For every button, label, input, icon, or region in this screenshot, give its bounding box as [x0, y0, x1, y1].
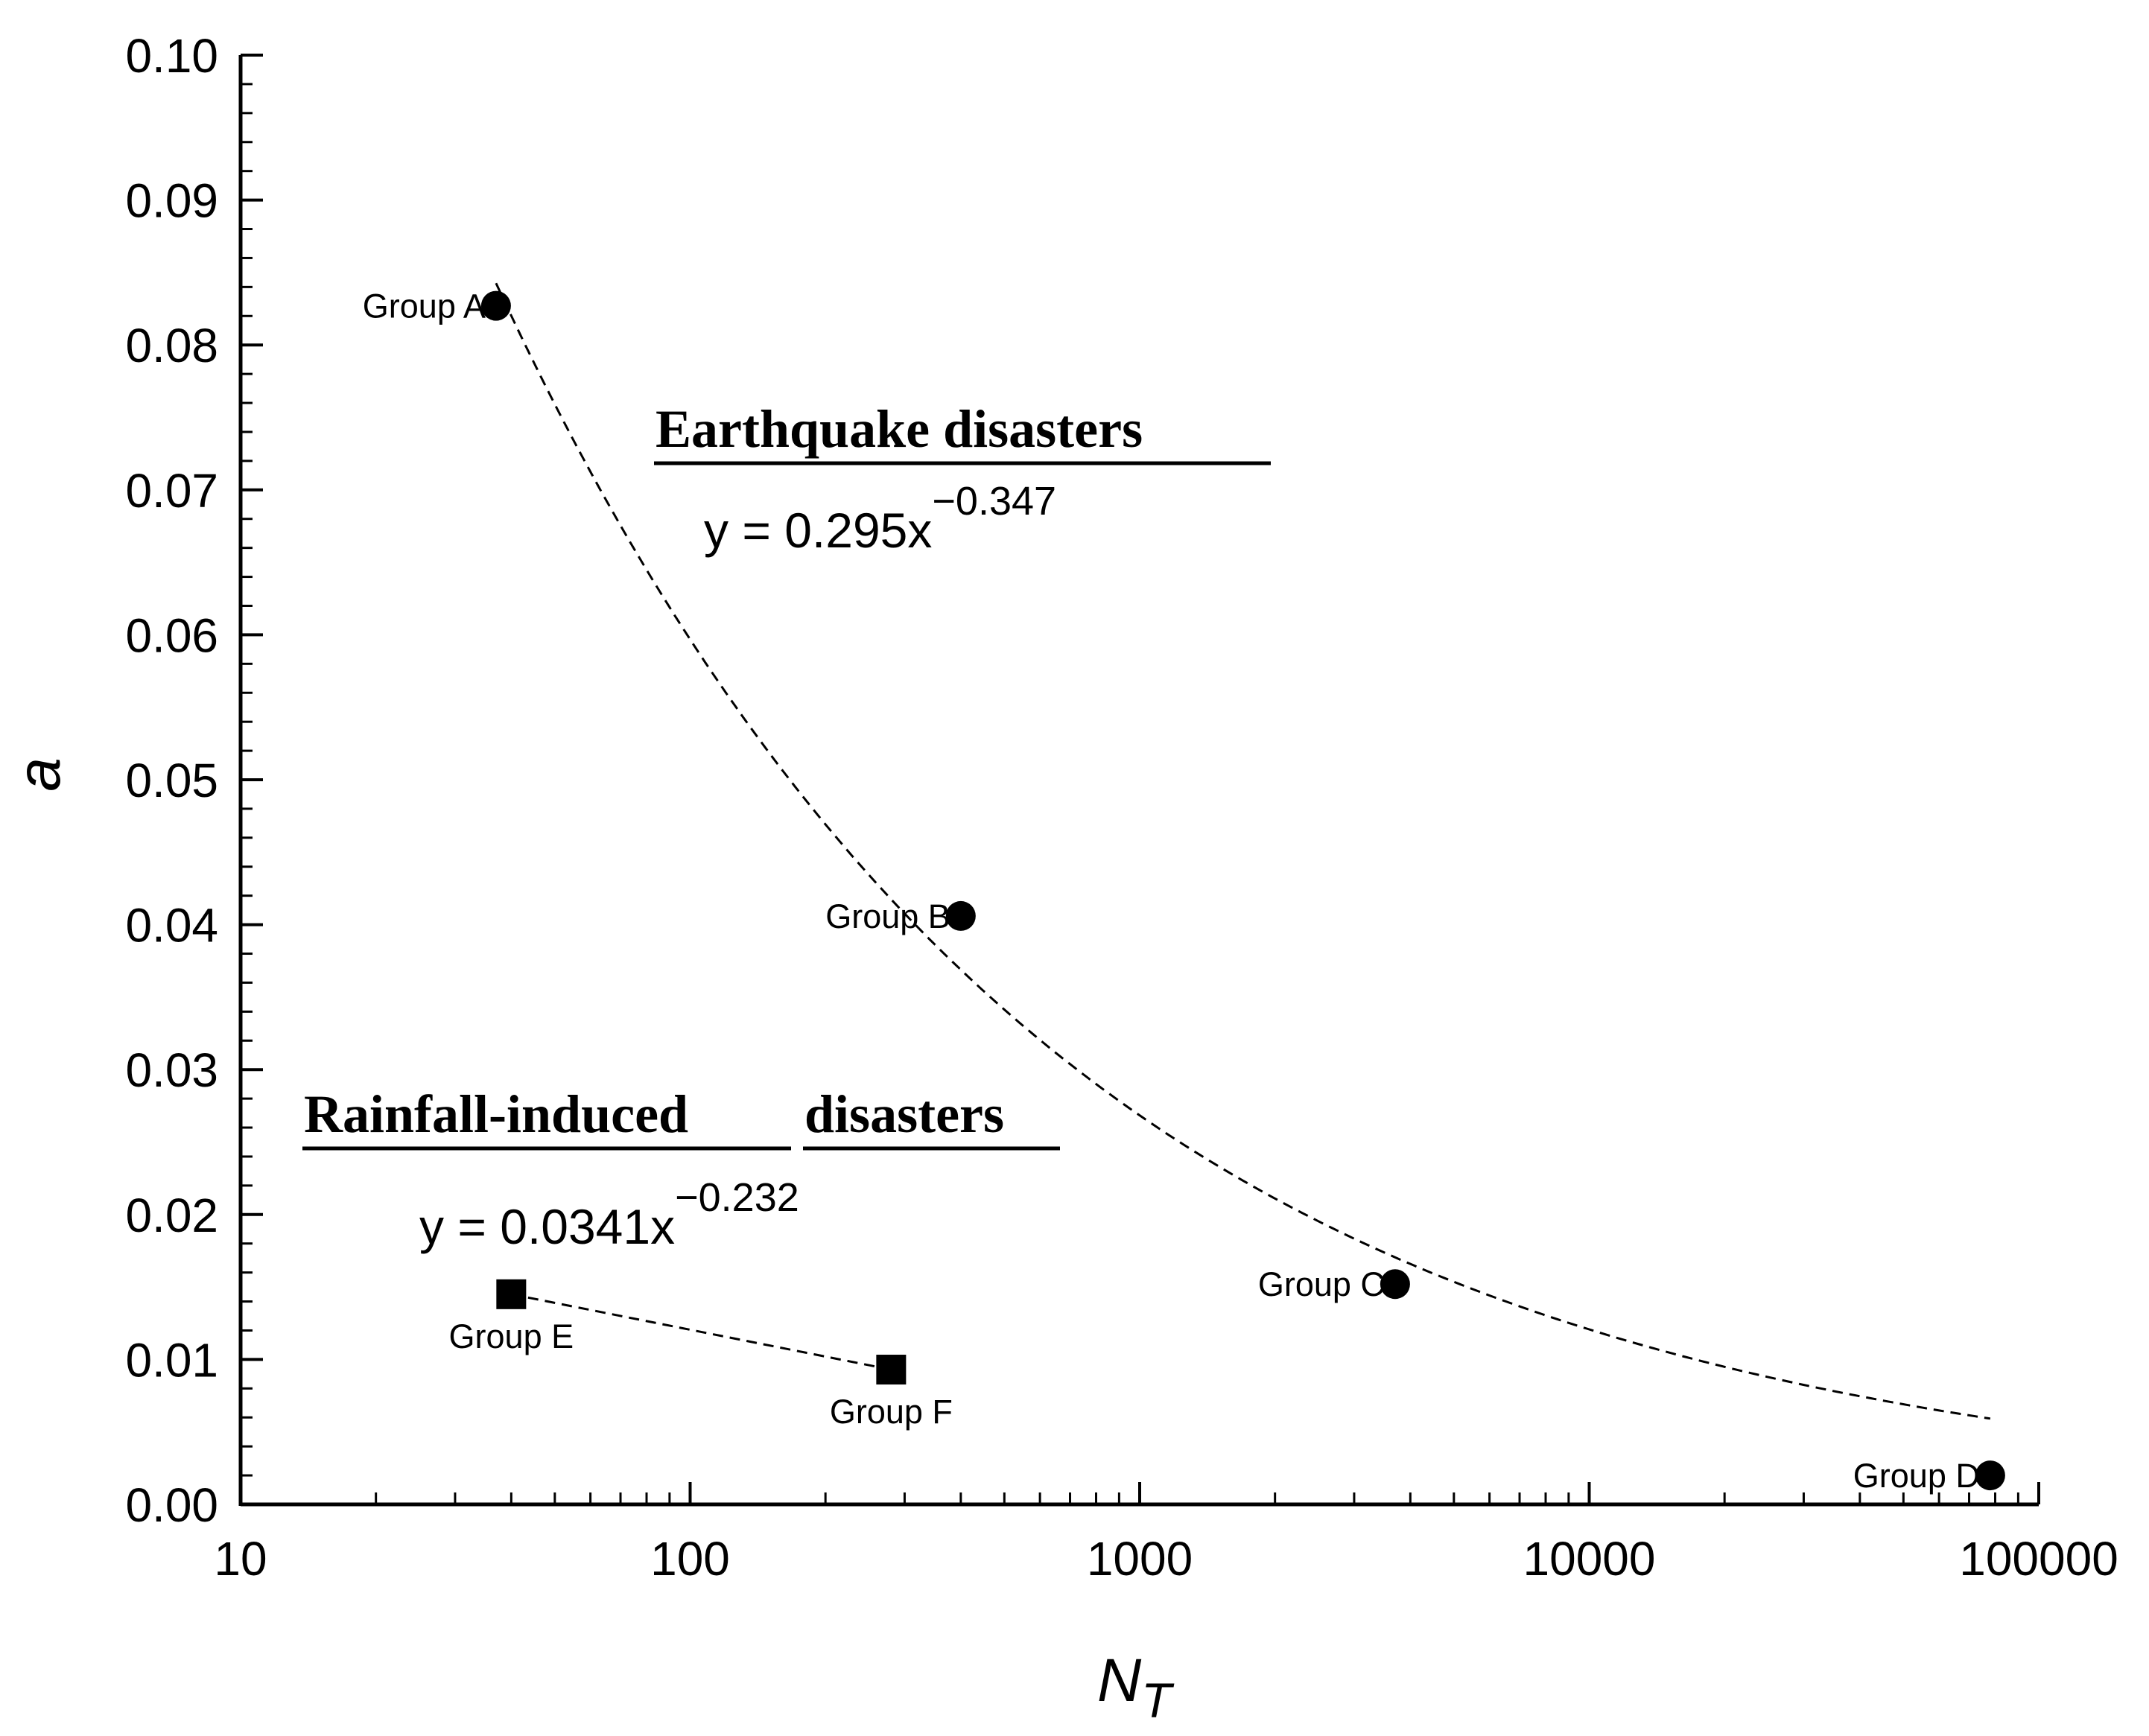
y-tick-label: 0.02 — [125, 1189, 218, 1242]
group-e-label: Group E — [449, 1317, 574, 1355]
x-axis-title-subscript: T — [1141, 1673, 1175, 1728]
y-tick-label: 0.06 — [125, 608, 218, 662]
x-axis-title: NT — [1097, 1647, 1175, 1728]
y-tick-label: 0.03 — [125, 1043, 218, 1097]
rainfall-equation-base: y = 0.0341x — [419, 1199, 675, 1254]
group-d-label: Group D — [1853, 1457, 1980, 1495]
fit-curves — [495, 282, 1991, 1420]
y-tick-label: 0.07 — [125, 464, 218, 518]
group-a-marker — [480, 290, 511, 321]
y-tick-label: 0.08 — [125, 319, 218, 372]
earthquake-fit-curve — [495, 282, 1991, 1420]
x-tick-label: 100000 — [1959, 1532, 2118, 1586]
x-tick-label: 10000 — [1523, 1532, 1656, 1586]
earthquake-equation: y = 0.295x−0.347 — [704, 479, 1056, 558]
data-markers — [480, 290, 2005, 1491]
y-axis-title: a — [5, 757, 73, 792]
earthquake-heading: Earthquake disasters — [656, 399, 1143, 459]
group-b-label: Group B — [825, 897, 950, 935]
earthquake-equation-exponent: −0.347 — [932, 479, 1056, 524]
y-tick-label: 0.00 — [125, 1478, 218, 1532]
y-tick-label: 0.09 — [125, 174, 218, 228]
x-tick-label: 100 — [650, 1532, 730, 1586]
group-e-marker — [496, 1279, 527, 1309]
group-c-label: Group C — [1258, 1265, 1385, 1303]
rainfall-equation-exponent: −0.232 — [675, 1175, 799, 1220]
group-d-marker — [1975, 1460, 2005, 1491]
y-tick-label: 0.10 — [125, 29, 218, 83]
group-f-marker — [876, 1355, 907, 1385]
rainfall-fit-line — [511, 1293, 892, 1371]
y-tick-label: 0.04 — [125, 899, 218, 953]
y-tick-label: 0.05 — [125, 754, 218, 807]
tick-labels: 0.00 0.01 0.02 0.03 0.04 0.05 0.06 0.07 0.08 0.09… — [125, 29, 2118, 1586]
rainfall-heading-part2: disasters — [804, 1084, 1004, 1144]
x-tick-label: 10 — [214, 1532, 267, 1586]
rainfall-heading-part1: Rainfall-induced — [304, 1084, 688, 1144]
group-b-marker — [945, 900, 976, 931]
point-labels: Group A Group B Group C Group D Group E Group… — [363, 287, 1980, 1495]
earthquake-equation-base: y = 0.295x — [704, 503, 932, 558]
group-a-label: Group A — [363, 287, 486, 325]
rainfall-equation: y = 0.0341x−0.232 — [419, 1175, 799, 1254]
x-tick-label: 1000 — [1087, 1532, 1193, 1586]
group-f-label: Group F — [830, 1393, 953, 1431]
ticks — [239, 54, 2040, 1506]
y-tick-label: 0.01 — [125, 1333, 218, 1387]
group-c-marker — [1380, 1269, 1410, 1300]
